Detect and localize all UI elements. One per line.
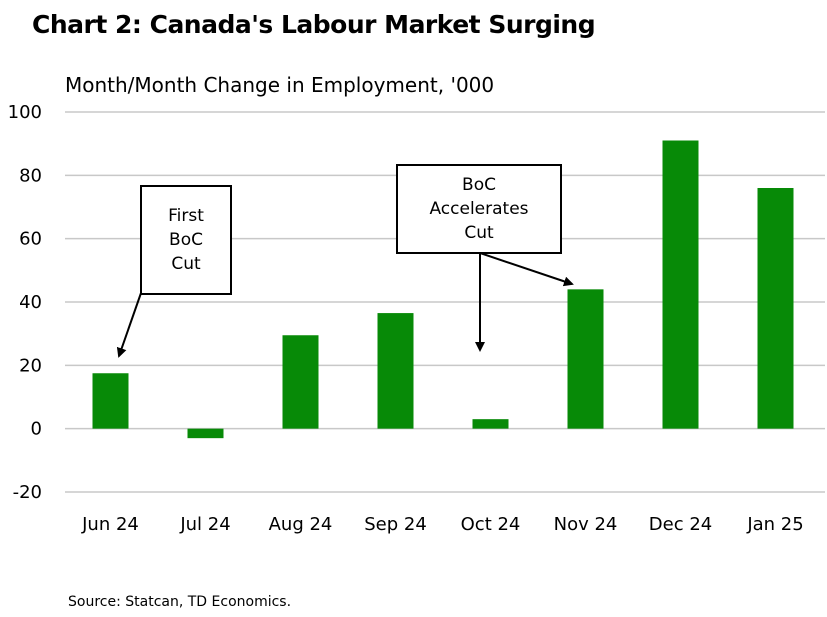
source-note: Source: Statcan, TD Economics. (68, 594, 292, 610)
bar-aug-24 (282, 335, 319, 429)
bar-sep-24 (377, 313, 414, 429)
x-tick-label: Dec 24 (649, 514, 712, 535)
y-tick-label: 0 (31, 419, 42, 440)
y-tick-label: 20 (19, 355, 42, 376)
annotation-boc-accelerates-cut: BoC Accelerates Cut (396, 164, 562, 254)
y-tick-label: 80 (19, 165, 42, 186)
bar-jul-24 (187, 428, 224, 439)
x-tick-label: Sep 24 (364, 514, 427, 535)
chart-subtitle: Month/Month Change in Employment, '000 (65, 73, 495, 97)
x-tick-label: Aug 24 (269, 514, 333, 535)
y-tick-label: 100 (8, 102, 42, 123)
bar-dec-24 (662, 140, 699, 429)
annotation-first-boc-cut: First BoC Cut (140, 185, 232, 295)
x-tick-label: Oct 24 (461, 514, 521, 535)
x-tick-label: Jun 24 (81, 514, 139, 535)
x-tick-label: Jul 24 (179, 514, 230, 535)
x-tick-label: Nov 24 (554, 514, 618, 535)
y-tick-label: 40 (19, 292, 42, 313)
annotation-arrow-nov (479, 252, 574, 287)
annotation-arrow-first-cut (116, 292, 142, 358)
y-axis-ticks: -20 0 20 40 60 80 100 (8, 102, 42, 503)
bar-jun-24 (92, 373, 129, 429)
bar-nov-24 (567, 289, 604, 429)
x-axis-ticks: Jun 24 Jul 24 Aug 24 Sep 24 Oct 24 Nov 24 Dec … (81, 514, 804, 535)
x-tick-label: Jan 25 (746, 514, 803, 535)
y-tick-label: -20 (13, 482, 42, 503)
bars (92, 140, 794, 439)
bar-oct-24 (472, 419, 509, 429)
chart-title: Chart 2: Canada's Labour Market Surging (32, 10, 596, 39)
bar-jan-25 (757, 188, 794, 429)
annotation-arrows (116, 252, 574, 358)
y-tick-label: 60 (19, 229, 42, 250)
